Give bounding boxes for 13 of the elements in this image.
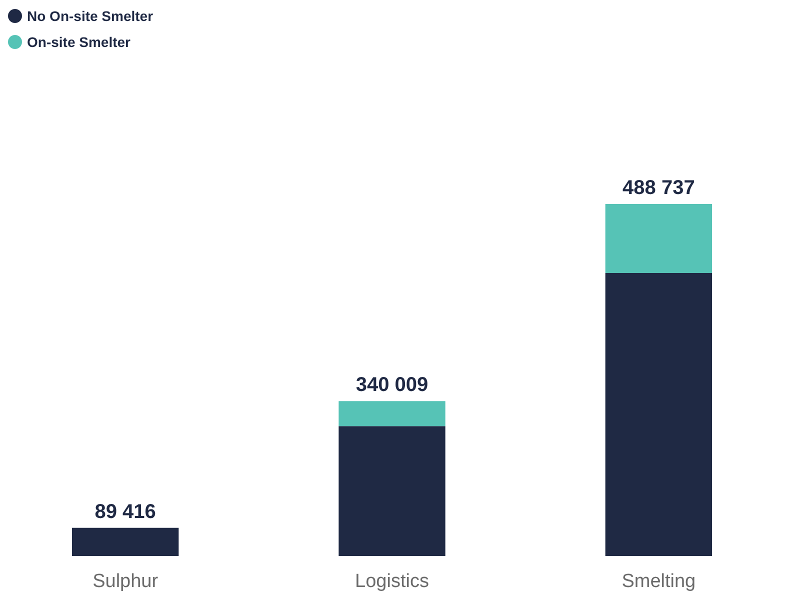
- annotation: 488 737: [622, 177, 695, 199]
- x-tick-label: Sulphur: [92, 571, 159, 592]
- x-tick-label: Logistics: [355, 571, 429, 592]
- bar: [338, 426, 446, 556]
- bar: [338, 401, 446, 426]
- annotation: 89 416: [94, 500, 156, 523]
- annotation: 340 009: [356, 374, 428, 396]
- bar: [72, 528, 179, 556]
- bar: [605, 204, 712, 273]
- x-tick-label: Smelting: [622, 571, 696, 592]
- legend-label: No On-site Smelter: [27, 8, 154, 24]
- bar: [605, 272, 712, 556]
- legend-label: On-site Smelter: [27, 34, 132, 50]
